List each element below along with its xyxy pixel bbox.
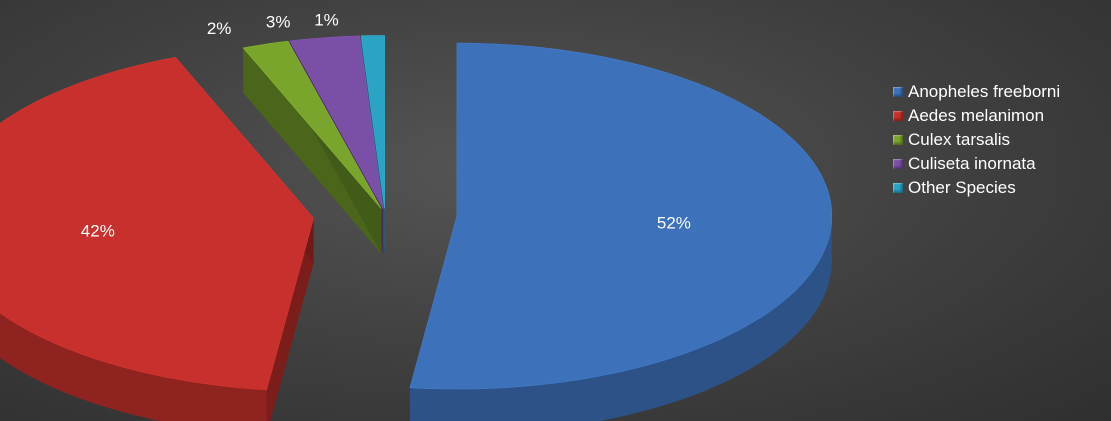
pie-data-label: 2% [207,19,232,38]
legend-swatch [893,183,903,193]
pie-slice-top [409,42,833,390]
legend-swatch [893,87,903,97]
pie-slice-side [243,47,382,254]
legend-item-other-species: Other Species [893,176,1060,200]
legend-item-anopheles-freeborni: Anopheles freeborni [893,80,1060,104]
pie-data-label: 3% [266,13,291,32]
legend-swatch [893,135,903,145]
pie-slice-wall [409,216,832,421]
legend-swatch [893,159,903,169]
pie-data-label: 52% [657,213,691,232]
pie-data-label: 42% [81,222,115,241]
pie-slice-top [242,40,382,209]
pie-slice [0,56,314,421]
legend-label: Culiseta inornata [908,154,1036,173]
legend-label: Other Species [908,178,1016,197]
pie-slice [242,40,382,254]
legend-label: Culex tarsalis [908,130,1011,149]
pie-slices [0,35,833,421]
pie-data-label: 1% [314,11,339,30]
pie-slice-top [360,35,385,209]
pie-data-labels: 52% 42% 2% 3% 1% [81,11,691,241]
legend-swatch [893,111,903,121]
chart-legend: Anopheles freeborni Aedes melanimon Cule… [893,80,1060,200]
legend-item-culex-tarsalis: Culex tarsalis [893,128,1060,152]
pie-slice-top [0,56,314,391]
legend-item-aedes-melanimon: Aedes melanimon [893,104,1060,128]
legend-label: Aedes melanimon [908,106,1045,125]
pie-slice-top [289,35,384,209]
legend-label: Anopheles freeborni [908,82,1061,101]
pie-slice [409,42,833,421]
legend-item-culiseta-inornata: Culiseta inornata [893,152,1060,176]
pie-slice-wall [0,313,267,421]
pie-slice-side [266,218,314,421]
